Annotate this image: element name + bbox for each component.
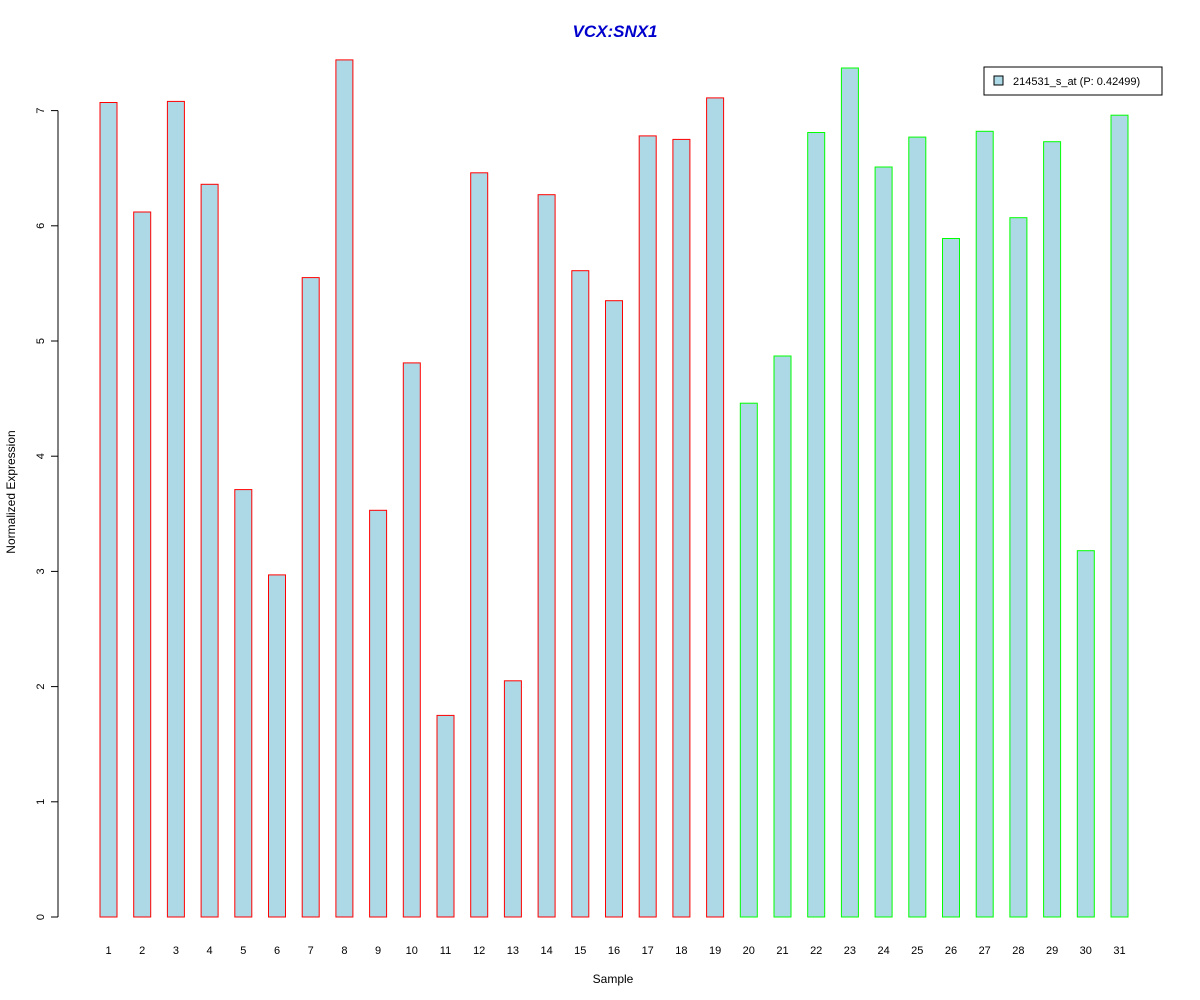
bar-20 xyxy=(739,402,758,918)
bar-10 xyxy=(402,362,421,918)
x-tick-label-17: 17 xyxy=(642,945,654,957)
x-tick-label-22: 22 xyxy=(810,945,822,957)
y-tick-label-5: 5 xyxy=(35,338,47,344)
bar-31 xyxy=(1110,114,1129,918)
x-tick-label-3: 3 xyxy=(173,945,179,957)
bar-13 xyxy=(503,680,522,918)
legend: 214531_s_at (P: 0.42499) xyxy=(983,66,1163,96)
bar-27 xyxy=(975,130,994,918)
y-tick-label-3: 3 xyxy=(35,568,47,574)
x-tick-label-11: 11 xyxy=(440,945,451,957)
bar-26 xyxy=(942,238,960,918)
x-tick-label-19: 19 xyxy=(709,945,721,957)
bar-28 xyxy=(1009,217,1028,918)
x-tick-label-4: 4 xyxy=(207,945,213,957)
bar-22 xyxy=(807,132,826,918)
bar-18 xyxy=(672,138,691,918)
legend-box xyxy=(983,66,1163,96)
bar-30 xyxy=(1076,550,1095,918)
y-axis: 0 1 2 3 4 5 6 7 xyxy=(35,108,59,920)
bar-5 xyxy=(234,489,253,918)
x-tick-label-31: 31 xyxy=(1113,945,1125,957)
x-tick-label-27: 27 xyxy=(979,945,991,957)
bar-21 xyxy=(773,355,792,918)
bar-9 xyxy=(369,509,388,918)
x-tick-label-12: 12 xyxy=(473,945,485,957)
x-tick-label-2: 2 xyxy=(139,945,145,957)
x-tick-label-28: 28 xyxy=(1012,945,1024,957)
y-axis-label: Normalized Expression xyxy=(4,430,18,553)
bar-19 xyxy=(706,97,725,918)
x-tick-label-23: 23 xyxy=(844,945,856,957)
y-tick-label-1: 1 xyxy=(35,799,47,805)
x-tick-label-5: 5 xyxy=(240,945,246,957)
bar-4 xyxy=(200,183,219,918)
x-tick-label-1: 1 xyxy=(105,945,111,957)
x-tick-label-18: 18 xyxy=(675,945,687,957)
x-tick-label-6: 6 xyxy=(274,945,280,957)
bar-7 xyxy=(301,277,320,918)
x-tick-label-8: 8 xyxy=(341,945,347,957)
chart-title: VCX:SNX1 xyxy=(572,22,657,41)
x-tick-label-16: 16 xyxy=(608,945,620,957)
bars-group xyxy=(99,59,1129,918)
bar-2 xyxy=(133,211,152,918)
bar-14 xyxy=(537,194,556,918)
bar-25 xyxy=(908,136,927,918)
x-tick-label-26: 26 xyxy=(945,945,957,957)
y-tick-label-2: 2 xyxy=(35,684,47,690)
legend-swatch xyxy=(993,75,1004,86)
x-tick-label-25: 25 xyxy=(911,945,923,957)
legend-label: 214531_s_at (P: 0.42499) xyxy=(1013,76,1140,88)
bar-16 xyxy=(605,300,623,918)
x-tick-label-10: 10 xyxy=(406,945,418,957)
y-tick-label-4: 4 xyxy=(35,453,47,459)
bar-3 xyxy=(166,100,185,918)
bar-8 xyxy=(335,59,354,918)
x-tick-label-24: 24 xyxy=(877,945,889,957)
bar-24 xyxy=(874,166,893,918)
bar-29 xyxy=(1043,141,1062,918)
x-tick-label-7: 7 xyxy=(308,945,314,957)
x-tick-label-15: 15 xyxy=(574,945,586,957)
x-tick-label-9: 9 xyxy=(375,945,381,957)
x-axis-label: Sample xyxy=(593,972,634,986)
x-tick-label-21: 21 xyxy=(776,945,788,957)
y-tick-label-6: 6 xyxy=(35,223,47,229)
x-tick-label-13: 13 xyxy=(507,945,519,957)
bar-1 xyxy=(99,102,118,918)
bar-6 xyxy=(268,574,286,918)
x-tick-label-20: 20 xyxy=(743,945,755,957)
bar-15 xyxy=(571,270,590,918)
bar-12 xyxy=(470,172,489,918)
x-tick-labels: 1 2 3 4 5 6 7 8 9 10 11 12 13 14 15 16 17 18 19 20 21 22 23 24 2… xyxy=(105,945,1125,957)
bar-17 xyxy=(638,135,657,918)
x-tick-label-30: 30 xyxy=(1080,945,1092,957)
bar-23 xyxy=(840,67,859,918)
y-tick-label-7: 7 xyxy=(35,108,47,114)
bar-11 xyxy=(436,714,455,918)
x-tick-label-14: 14 xyxy=(540,945,552,957)
x-tick-label-29: 29 xyxy=(1046,945,1058,957)
y-tick-label-0: 0 xyxy=(35,914,47,920)
